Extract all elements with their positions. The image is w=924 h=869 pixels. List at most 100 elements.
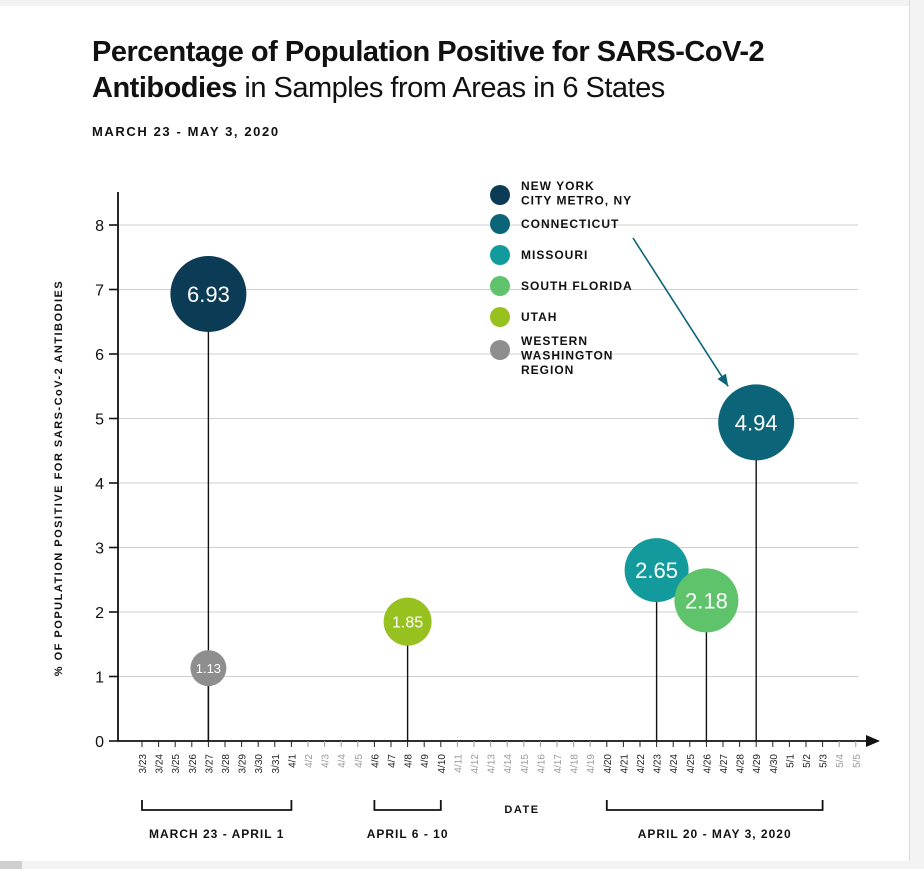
bracket-april-20-may-3-2020 — [605, 800, 824, 811]
x-tick-label-4-10: 4/10 — [437, 754, 448, 774]
chart-subtitle: MARCH 23 - MAY 3, 2020 — [92, 124, 280, 139]
x-tick-label-3-26: 3/26 — [188, 754, 199, 774]
x-tick-label-4-11: 4/11 — [453, 754, 464, 773]
grid-layer — [118, 224, 858, 677]
x-tick-label-4-23: 4/23 — [653, 754, 664, 774]
x-tick-label-4-13: 4/13 — [487, 754, 498, 774]
x-tick-label-3-29: 3/29 — [238, 754, 249, 774]
x-tick-label-4-21: 4/21 — [619, 754, 630, 774]
x-tick-label-4-16: 4/16 — [536, 754, 547, 774]
bubble-label-missouri: 2.65 — [635, 558, 678, 583]
annotation-arrowhead — [717, 373, 729, 387]
bubble-utah — [383, 597, 432, 646]
x-tick-label-4-17: 4/17 — [553, 754, 564, 774]
legend-label-5-0: WESTERN — [521, 334, 588, 348]
x-tick-label-4-3: 4/3 — [321, 754, 332, 768]
x-tick-label-4-26: 4/26 — [702, 754, 713, 774]
title-line-2: Antibodies in Samples from Areas in 6 St… — [92, 70, 852, 106]
stem-layer — [207, 294, 757, 741]
legend-label-0-0: NEW YORK — [521, 179, 595, 193]
bracket-april-6-10 — [373, 800, 442, 811]
x-tick-label-3-31: 3/31 — [271, 754, 282, 774]
x-tick-label-5-1: 5/1 — [785, 754, 796, 768]
x-tick-label-5-2: 5/2 — [802, 754, 813, 768]
x-tick-label-4-7: 4/7 — [387, 754, 398, 768]
bubble-label-south-florida: 2.18 — [685, 588, 728, 613]
x-tick-label-4-25: 4/25 — [686, 754, 697, 774]
title-line-1: Percentage of Population Positive for SA… — [92, 34, 852, 70]
bubble-new-york-city-metro-ny — [170, 256, 247, 333]
legend-label-2-0: MISSOURI — [521, 248, 588, 262]
legend-swatch-2 — [490, 245, 510, 265]
x-tick-label-4-27: 4/27 — [719, 754, 730, 774]
y-tick-label-3: 3 — [95, 541, 104, 558]
bubble-connecticut — [718, 384, 795, 461]
x-tick-label-3-23: 3/23 — [138, 754, 149, 774]
title-bold-2: Antibodies — [92, 72, 237, 104]
legend-label-5-2: REGION — [521, 363, 574, 377]
legend-label-1-0: CONNECTICUT — [521, 217, 619, 231]
y-tick-label-2: 2 — [95, 605, 104, 622]
x-tick-label-4-29: 4/29 — [752, 754, 763, 774]
window-bottom-edge — [0, 861, 924, 869]
x-tick-label-4-15: 4/15 — [520, 754, 531, 774]
bubble-layer: 6.93 4.94 2.65 2.18 1.85 1.13 — [170, 256, 795, 687]
legend-swatch-5 — [490, 340, 510, 360]
bracket-label-april-6-10: APRIL 6 - 10 — [367, 827, 449, 841]
window-right-edge — [909, 0, 924, 869]
title-bold-1: Percentage of Population Positive for SA… — [92, 36, 765, 68]
window-corner-marker — [0, 861, 22, 869]
x-tick-label-4-9: 4/9 — [420, 754, 431, 768]
bracket-march-23-april-1 — [141, 800, 293, 811]
legend-label-0-1: CITY METRO, NY — [521, 194, 632, 208]
y-tick-label-7: 7 — [95, 283, 104, 300]
x-tick-label-4-14: 4/14 — [503, 754, 514, 774]
axis-layer: 0 1 2 3 4 5 6 7 8 % OF POPULATION POSITIVE FOR SA… — [53, 192, 880, 751]
x-tick-label-3-30: 3/30 — [254, 754, 265, 774]
x-tick-label-4-4: 4/4 — [337, 754, 348, 768]
y-tick-label-6: 6 — [95, 347, 104, 364]
x-tick-label-5-4: 5/4 — [835, 754, 846, 768]
x-tick-label-4-20: 4/20 — [603, 754, 614, 774]
bracket-label-march-23-april-1: MARCH 23 - APRIL 1 — [149, 827, 284, 841]
x-tick-label-4-2: 4/2 — [304, 754, 315, 768]
y-tick-label-4: 4 — [95, 476, 104, 493]
x-axis-arrowhead — [866, 735, 880, 747]
x-tick-label-4-1: 4/1 — [287, 754, 298, 768]
bracket-label-april-20-may-3-2020: APRIL 20 - MAY 3, 2020 — [638, 827, 792, 841]
x-axis-label: DATE — [504, 804, 539, 816]
legend-label-4-0: UTAH — [521, 310, 557, 324]
legend-swatch-4 — [490, 307, 510, 327]
title-light-2: in Samples from Areas in 6 States — [236, 72, 665, 104]
x-tick-label-4-19: 4/19 — [586, 754, 597, 774]
legend-swatch-1 — [490, 214, 510, 234]
x-tick-label-5-3: 5/3 — [819, 754, 830, 768]
x-tick-label-4-8: 4/8 — [404, 754, 415, 768]
bubble-western-washington-region — [190, 650, 227, 687]
x-tick-label-4-30: 4/30 — [769, 754, 780, 774]
x-tick-label-4-5: 4/5 — [354, 754, 365, 768]
annotation-arrow-line — [632, 237, 729, 387]
bubble-label-new-york-city-metro-ny: 6.93 — [187, 282, 230, 307]
x-tick-label-3-28: 3/28 — [221, 754, 232, 774]
x-tick-label-4-24: 4/24 — [669, 754, 680, 774]
bracket-layer: MARCH 23 - APRIL 1 APRIL 6 - 10 APRIL 20 -… — [141, 800, 824, 841]
x-tick-label-5-5: 5/5 — [852, 754, 863, 768]
y-tick-label-5: 5 — [95, 412, 104, 429]
y-axis-label: % OF POPULATION POSITIVE FOR SARS-CoV-2 … — [53, 280, 65, 676]
bubble-label-connecticut: 4.94 — [735, 410, 778, 435]
x-tick-label-3-24: 3/24 — [155, 754, 166, 774]
x-tick-layer: 3/23 3/24 3/25 3/26 3/27 3/28 3/29 3/30 3/31 4/1 4… — [138, 741, 863, 816]
legend-label-5-1: WASHINGTON — [521, 349, 613, 363]
x-tick-label-3-27: 3/27 — [204, 754, 215, 774]
bubble-label-utah: 1.85 — [392, 614, 423, 631]
y-tick-label-0: 0 — [95, 734, 104, 751]
legend-swatch-0 — [490, 185, 510, 205]
legend-swatch-3 — [490, 276, 510, 296]
x-tick-label-4-18: 4/18 — [570, 754, 581, 774]
bubble-label-western-washington-region: 1.13 — [196, 661, 221, 676]
x-tick-label-3-25: 3/25 — [171, 754, 182, 774]
y-tick-label-1: 1 — [95, 670, 104, 687]
